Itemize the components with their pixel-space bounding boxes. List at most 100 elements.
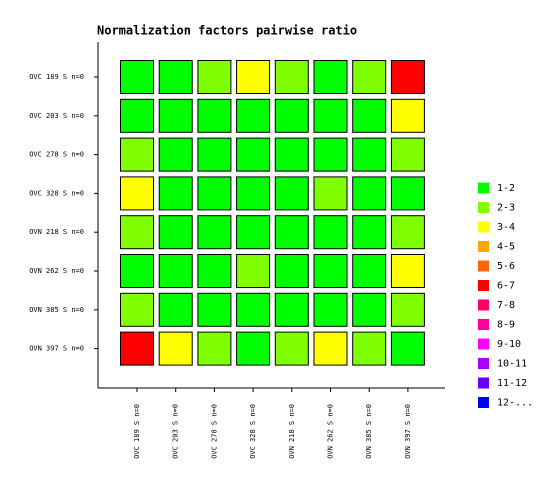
legend-swatch	[478, 338, 489, 350]
heatmap-cell	[120, 292, 154, 327]
heatmap-cell	[313, 137, 348, 172]
heatmap-cell	[236, 331, 271, 366]
heatmap-cell	[236, 60, 271, 94]
heatmap-cell	[120, 254, 154, 288]
heatmap-cell	[274, 292, 309, 327]
heatmap-cell	[158, 98, 193, 133]
heatmap-cell	[197, 331, 232, 366]
heatmap-cell	[274, 215, 309, 250]
heatmap-cell	[158, 331, 193, 366]
legend-swatch	[478, 202, 489, 213]
heatmap-cell	[158, 176, 193, 211]
heatmap-cell	[236, 98, 271, 133]
chart-title: Normalization factors pairwise ratio	[97, 24, 357, 38]
y-tick-label: OVC 278 S n=0	[29, 151, 84, 159]
heatmap-cell	[352, 254, 387, 288]
x-tick-label: OVC 203 S n=0	[172, 404, 180, 459]
legend-swatch	[478, 299, 489, 311]
heatmap-cell	[120, 60, 154, 94]
legend-swatch	[478, 221, 489, 233]
heatmap-cell	[313, 60, 348, 94]
heatmap-cell	[197, 254, 232, 288]
legend-swatch	[478, 319, 489, 330]
heatmap-cell	[120, 176, 154, 211]
heatmap-cell	[274, 331, 309, 366]
heatmap-cell	[158, 215, 193, 250]
legend-label: 4-5	[497, 242, 515, 253]
legend-label: 7-8	[497, 300, 515, 311]
legend-label: 3-4	[497, 222, 515, 233]
y-tick-label: OVC 203 S n=0	[29, 112, 84, 120]
heatmap-cell	[313, 98, 348, 133]
heatmap-cell	[197, 137, 232, 172]
heatmap-cell	[197, 176, 232, 211]
heatmap-cell	[390, 137, 425, 172]
heatmap-cell	[158, 137, 193, 172]
legend-swatch	[478, 397, 489, 408]
heatmap-cell	[158, 292, 193, 327]
legend-label: 10-11	[497, 359, 527, 370]
heatmap-cell	[313, 292, 348, 327]
heatmap-cell	[274, 98, 309, 133]
heatmap-cell	[390, 176, 425, 211]
heatmap-cell	[352, 137, 387, 172]
y-tick-label: OVC 189 S n=0	[29, 73, 84, 81]
legend-label: 1-2	[497, 183, 515, 194]
heatmap-cell	[313, 176, 348, 211]
heatmap-cell	[158, 60, 193, 94]
heatmap-cell	[236, 292, 271, 327]
heatmap-cell	[352, 215, 387, 250]
heatmap-cell	[390, 215, 425, 250]
y-tick-label: OVN 385 S n=0	[29, 306, 84, 314]
x-tick-label: OVN 218 S n=0	[288, 404, 296, 459]
heatmap-cell	[274, 254, 309, 288]
x-tick-label: OVC 278 S n=0	[210, 404, 218, 459]
legend-swatch	[478, 280, 489, 291]
heatmap-cell	[390, 60, 425, 94]
heatmap-cell	[390, 254, 425, 288]
heatmap-cell	[158, 254, 193, 288]
legend-label: 12-...	[497, 398, 533, 409]
legend-label: 9-10	[497, 339, 521, 350]
heatmap-cell	[313, 215, 348, 250]
heatmap-cell	[274, 176, 309, 211]
heatmap-cell	[390, 331, 425, 366]
heatmap-cell	[236, 215, 271, 250]
heatmap-cell	[236, 254, 271, 288]
heatmap-cell	[352, 60, 387, 94]
legend-swatch	[478, 260, 489, 272]
heatmap-cell	[313, 254, 348, 288]
x-tick-label: OVC 189 S n=0	[133, 404, 141, 459]
y-tick-label: OVN 262 S n=0	[29, 267, 84, 275]
heatmap-cell	[352, 98, 387, 133]
heatmap-cell	[236, 137, 271, 172]
legend-label: 5-6	[497, 261, 515, 272]
x-tick-label: OVN 262 S n=0	[327, 404, 335, 459]
legend-swatch	[478, 377, 489, 389]
y-tick-label: OVC 328 S n=0	[29, 189, 84, 197]
heatmap-cell	[352, 176, 387, 211]
heatmap-cell	[120, 137, 154, 172]
heatmap-cell	[197, 215, 232, 250]
y-tick-label: OVN 397 S n=0	[29, 345, 84, 353]
legend-label: 6-7	[497, 281, 515, 292]
y-tick-label: OVN 218 S n=0	[29, 228, 84, 236]
x-tick-label: OVN 385 S n=0	[365, 404, 373, 459]
legend-label: 11-12	[497, 378, 527, 389]
legend-swatch	[478, 182, 489, 194]
heatmap-cell	[120, 215, 154, 250]
x-tick-label: OVC 328 S n=0	[249, 404, 257, 459]
heatmap-cell	[352, 331, 387, 366]
heatmap-cell	[313, 331, 348, 366]
heatmap-cell	[390, 98, 425, 133]
heatmap-cell	[236, 176, 271, 211]
heatmap-cell	[352, 292, 387, 327]
heatmap-cell	[120, 98, 154, 133]
heatmap-cell	[274, 137, 309, 172]
heatmap-cell	[390, 292, 425, 327]
legend-swatch	[478, 241, 489, 252]
x-tick-label: OVN 397 S n=0	[404, 404, 412, 459]
heatmap-cell	[197, 292, 232, 327]
